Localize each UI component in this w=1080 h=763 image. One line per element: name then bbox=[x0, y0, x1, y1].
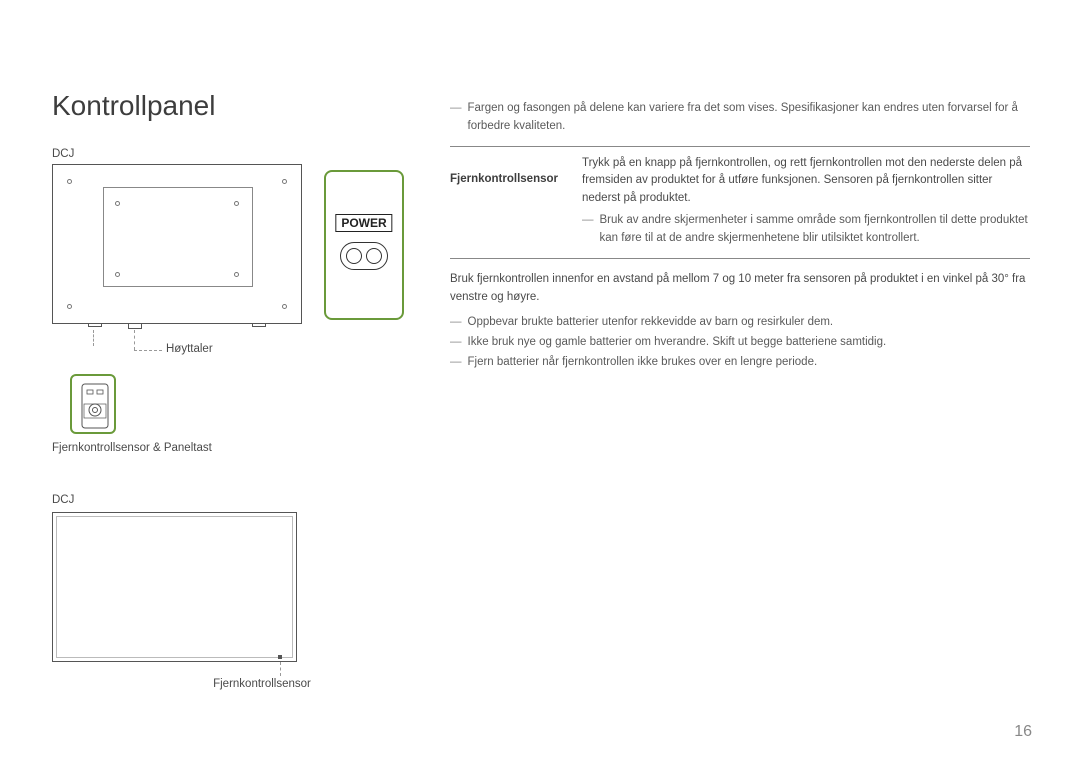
page-title: Kontrollpanel bbox=[52, 90, 422, 122]
bullet-2-text: Ikke bruk nye og gamle batterier om hver… bbox=[468, 334, 887, 352]
dash-icon: ― bbox=[450, 334, 462, 352]
speaker-label: Høyttaler bbox=[166, 343, 213, 355]
front-sensor-dot-icon bbox=[278, 655, 282, 659]
info-row: Fjernkontrollsensor Trykk på en knapp på… bbox=[450, 146, 1030, 259]
power-button-icon bbox=[340, 242, 388, 270]
top-note: ― Fargen og fasongen på delene kan varie… bbox=[450, 100, 1030, 136]
model-label-top: DCJ bbox=[52, 148, 422, 160]
model-label-bottom: DCJ bbox=[52, 494, 422, 506]
usage-paragraph: Bruk fjernkontrollen innenfor en avstand… bbox=[450, 271, 1030, 307]
front-sensor-label: Fjernkontrollsensor bbox=[182, 678, 342, 690]
sensor-panel-label: Fjernkontrollsensor & Paneltast bbox=[52, 442, 422, 454]
dash-icon: ― bbox=[450, 354, 462, 372]
bullet-3-text: Fjern batterier når fjernkontrollen ikke… bbox=[468, 354, 818, 372]
info-row-note: Bruk av andre skjermenheter i samme områ… bbox=[600, 212, 1031, 248]
page-number: 16 bbox=[1014, 723, 1032, 741]
bullet-2: ― Ikke bruk nye og gamle batterier om hv… bbox=[450, 334, 1030, 352]
power-button-diagram: POWER bbox=[324, 170, 404, 320]
bullet-1: ― Oppbevar brukte batterier utenfor rekk… bbox=[450, 314, 1030, 332]
dash-icon: ― bbox=[450, 100, 462, 136]
info-row-main: Trykk på en knapp på fjernkontrollen, og… bbox=[582, 155, 1030, 208]
bullet-3: ― Fjern batterier når fjernkontrollen ik… bbox=[450, 354, 1030, 372]
top-note-text: Fargen og fasongen på delene kan variere… bbox=[468, 100, 1031, 136]
tv-front-diagram bbox=[52, 512, 297, 662]
power-label: POWER bbox=[335, 214, 392, 232]
dash-icon: ― bbox=[582, 212, 594, 248]
sensor-icon bbox=[78, 382, 112, 430]
diagram-back-row: POWER bbox=[52, 164, 422, 324]
sensor-paneltast-diagram bbox=[70, 374, 116, 434]
sensor-bump-icon bbox=[128, 323, 142, 329]
bullet-1-text: Oppbevar brukte batterier utenfor rekkev… bbox=[468, 314, 834, 332]
tv-back-inner-panel bbox=[103, 187, 253, 287]
tv-back-diagram bbox=[52, 164, 302, 324]
info-row-label: Fjernkontrollsensor bbox=[450, 155, 570, 250]
dash-icon: ― bbox=[450, 314, 462, 332]
